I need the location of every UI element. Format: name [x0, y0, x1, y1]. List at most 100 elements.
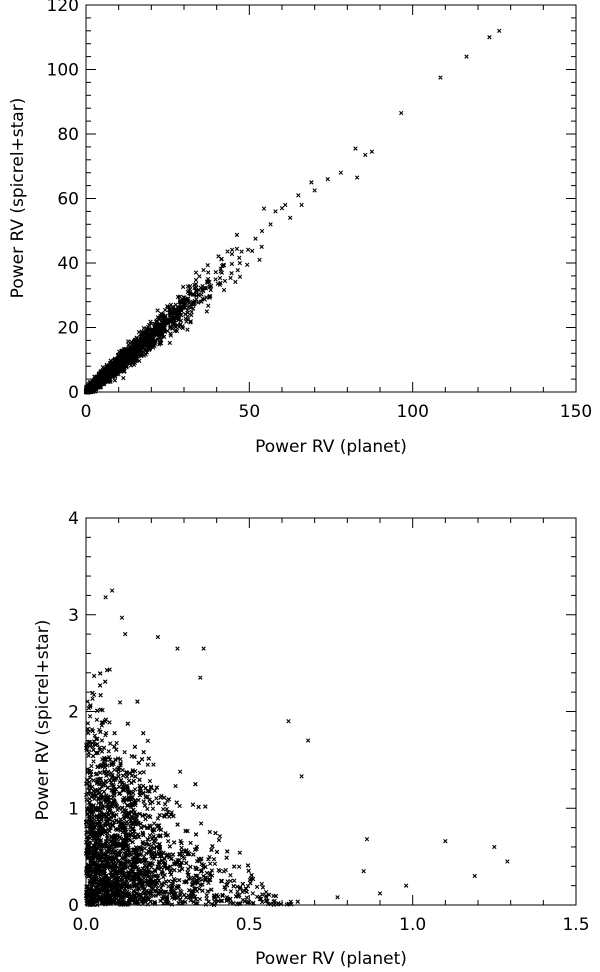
- scatter-point: [196, 292, 201, 297]
- scatter-point: [257, 257, 262, 262]
- scatter-point: [160, 871, 165, 876]
- scatter-point: [158, 865, 164, 870]
- scatter-point: [152, 821, 157, 826]
- scatter-point: [116, 770, 121, 776]
- y-tick-label: 3: [68, 606, 79, 626]
- scatter-point: [103, 732, 108, 738]
- scatter-point: [155, 337, 160, 342]
- scatter-point: [148, 336, 153, 341]
- scatter-point: [145, 738, 151, 743]
- scatter-point: [244, 889, 249, 895]
- scatter-point: [146, 327, 151, 332]
- y-tick-label: 100: [47, 61, 79, 81]
- scatter-point: [90, 384, 95, 389]
- scatter-point: [161, 807, 166, 812]
- scatter-point: [190, 292, 196, 297]
- scatter-point: [177, 868, 182, 873]
- scatter-point: [141, 325, 147, 331]
- scatter-point: [182, 305, 188, 310]
- x-tick-label: 0.5: [236, 915, 263, 935]
- top-plot-y-axis-label: Power RV (spicrel+star): [8, 98, 28, 299]
- scatter-point: [126, 890, 132, 896]
- scatter-point: [131, 826, 136, 832]
- scatter-point: [152, 341, 157, 346]
- scatter-point: [95, 902, 100, 908]
- x-tick-label: 0: [81, 402, 92, 422]
- scatter-point: [104, 364, 110, 369]
- scatter-point: [185, 299, 191, 304]
- scatter-point: [164, 806, 169, 812]
- x-tick-label: 1.0: [399, 915, 426, 935]
- scatter-point: [206, 857, 211, 862]
- scatter-point: [107, 361, 113, 366]
- x-tick-label: 1.5: [562, 915, 589, 935]
- scatter-point: [120, 767, 125, 773]
- scatter-point: [167, 340, 172, 346]
- scatter-point: [197, 896, 202, 902]
- scatter-point: [165, 838, 171, 844]
- scatter-point: [363, 152, 368, 158]
- scatter-point: [218, 269, 223, 274]
- scatter-point: [136, 349, 141, 354]
- scatter-point: [97, 745, 102, 751]
- scatter-point: [178, 304, 184, 310]
- scatter-point: [217, 275, 223, 281]
- scatter-point: [228, 889, 234, 894]
- y-tick-label: 20: [57, 319, 79, 339]
- y-tick-label: 0: [68, 896, 79, 916]
- scatter-point: [152, 889, 158, 894]
- scatter-point: [92, 796, 97, 802]
- scatter-point: [95, 764, 100, 770]
- scatter-point: [213, 269, 218, 275]
- scatter-point: [85, 721, 91, 726]
- scatter-point: [145, 762, 150, 767]
- scatter-point: [133, 338, 138, 344]
- scatter-point: [254, 884, 260, 890]
- scatter-point: [93, 380, 99, 385]
- scatter-point: [108, 741, 113, 746]
- scatter-point: [149, 321, 154, 326]
- scatter-point: [125, 360, 130, 366]
- scatter-point: [338, 170, 343, 175]
- scatter-point: [84, 389, 89, 395]
- scatter-point: [162, 313, 168, 319]
- scatter-point: [149, 332, 155, 337]
- scatter-point: [234, 232, 240, 238]
- scatter-point: [209, 887, 214, 892]
- y-tick-label: 80: [57, 125, 79, 145]
- scatter-point: [206, 303, 211, 308]
- scatter-point: [91, 747, 96, 753]
- scatter-point: [121, 850, 127, 856]
- scatter-point: [223, 887, 228, 892]
- scatter-point: [118, 359, 123, 364]
- scatter-point: [237, 260, 243, 266]
- scatter-point: [208, 283, 214, 288]
- scatter-point: [173, 306, 178, 312]
- scatter-point: [197, 274, 202, 279]
- scatter-point: [107, 369, 112, 375]
- scatter-point: [132, 787, 138, 792]
- scatter-point: [114, 868, 120, 874]
- scatter-point: [188, 319, 193, 324]
- y-tick-label: 60: [57, 190, 79, 210]
- scatter-point: [128, 360, 134, 365]
- scatter-point: [85, 387, 90, 392]
- scatter-point: [202, 297, 207, 302]
- scatter-point: [87, 714, 93, 719]
- scatter-point: [296, 193, 301, 198]
- scatter-point: [125, 353, 130, 359]
- scatter-point: [187, 291, 192, 296]
- scatter-point: [162, 334, 167, 339]
- scatter-point: [141, 824, 147, 829]
- scatter-point: [155, 816, 161, 821]
- scatter-point: [204, 279, 210, 284]
- scatter-point: [121, 369, 127, 374]
- scatter-point: [229, 251, 235, 257]
- scatter-point: [143, 879, 148, 885]
- scatter-point: [237, 850, 242, 855]
- scatter-point: [200, 287, 205, 293]
